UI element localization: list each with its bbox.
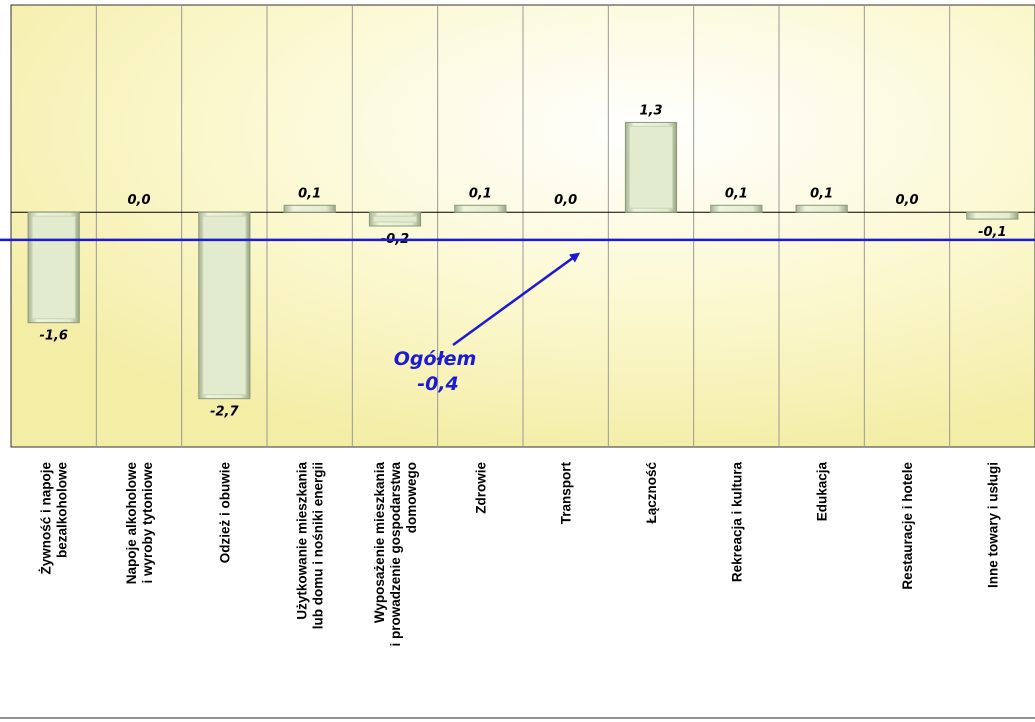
bar-inner	[202, 215, 247, 396]
category-label-line: domowego	[404, 462, 419, 533]
category-labels: Żywność i napoje bezalkoholowe Napoje alko…	[39, 462, 1001, 647]
category-label: Rekreacja i kultura	[729, 462, 744, 583]
value-label: -0,1	[978, 225, 1006, 240]
category-label-line: Odzież i obuwie	[217, 462, 232, 564]
value-label: 0,1	[469, 186, 492, 201]
value-label: 0,0	[895, 193, 918, 208]
category-label: Restauracje i hotele	[900, 462, 915, 590]
category-label: Wyposażenie mieszkania i prowadzenie gosp…	[372, 462, 419, 647]
bar	[454, 204, 507, 213]
total-label: Ogółem	[394, 348, 477, 370]
total-value-label: -0,4	[417, 373, 459, 395]
category-label-line: bezalkoholowe	[55, 462, 70, 559]
value-label: 1,3	[639, 103, 662, 118]
category-label: Łączność	[644, 462, 659, 524]
category-label-line: Transport	[559, 462, 574, 525]
category-label: Edukacja	[815, 462, 830, 522]
category-label-line: i wyroby tytoniowe	[140, 462, 155, 584]
category-label: Żywność i napoje bezalkoholowe	[39, 462, 70, 575]
category-label: Inne towary i usługi	[985, 462, 1000, 588]
category-label: Odzież i obuwie	[217, 462, 232, 564]
category-label-line: Żywność i napoje	[39, 462, 54, 575]
bar	[966, 211, 1019, 220]
value-label: 0,1	[725, 186, 748, 201]
category-label: Transport	[559, 462, 574, 525]
category-label-line: Rekreacja i kultura	[729, 462, 744, 583]
category-label-line: i prowadzenie gospodarstwa	[388, 462, 403, 647]
bar	[283, 204, 336, 213]
category-label-line: Napoje alkoholowe	[124, 462, 139, 585]
category-label-line: Użytkowanie mieszkania	[295, 462, 310, 620]
value-labels: -1,60,0-2,70,1-0,20,1 0,01,30,1 0,1 0,0-0,1	[39, 103, 1006, 419]
category-label: Zdrowie	[473, 462, 488, 514]
bar-inner	[372, 215, 418, 223]
value-label: 0,0	[554, 193, 577, 208]
value-label: -2,7	[210, 405, 239, 420]
category-label-line: Wyposażenie mieszkania	[372, 462, 387, 624]
category-label: Użytkowanie mieszkania lub domu i nośniki…	[295, 462, 326, 630]
total-arrow	[452, 252, 581, 347]
category-label-line: Zdrowie	[473, 462, 488, 514]
bar-inner	[628, 125, 674, 209]
category-label-line: Restauracje i hotele	[900, 462, 915, 590]
value-label: 0,1	[298, 186, 321, 201]
bars	[27, 121, 1019, 400]
bar	[795, 204, 848, 213]
bar-inner	[31, 215, 76, 320]
category-label-line: Inne towary i usługi	[985, 462, 1000, 588]
category-label: Napoje alkoholowe i wyroby tytoniowe	[124, 462, 155, 585]
bar	[710, 204, 763, 213]
category-label-line: lub domu i nośniki energii	[311, 462, 326, 629]
value-label: 0,1	[810, 186, 833, 201]
category-label-line: Edukacja	[815, 462, 830, 522]
category-label-line: Łączność	[644, 462, 659, 524]
value-label: -1,6	[39, 329, 67, 344]
value-label: 0,0	[127, 193, 150, 208]
grid-lines	[95, 5, 951, 447]
